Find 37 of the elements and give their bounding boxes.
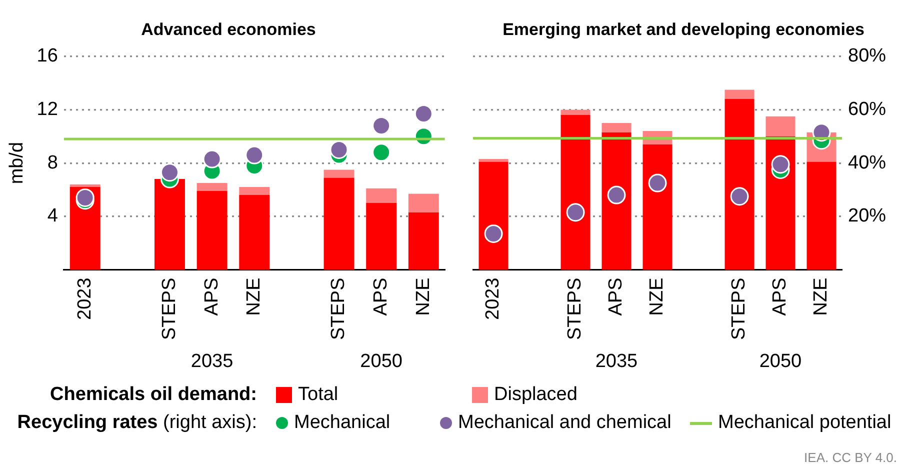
legend-label: Mechanical potential [718, 412, 892, 434]
chart-title: Emerging market and developing economies [502, 20, 864, 39]
x-tick-label: NZE [244, 278, 265, 316]
x-tick-label: 2023 [74, 278, 96, 320]
x-tick-label: APS [370, 278, 392, 316]
y-tick-label: 12 [36, 98, 58, 120]
x-tick-label: APS [201, 278, 222, 316]
y2-tick-label: 20% [848, 206, 886, 227]
x-tick-label: NZE [646, 278, 668, 316]
y-tick-label: 4 [47, 206, 58, 227]
x-tick-label: STEPS [328, 278, 350, 340]
x-tick-label: 2023 [482, 278, 504, 320]
y2-tick-label: 40% [848, 152, 886, 174]
x-tick-label: STEPS [158, 278, 180, 340]
x-tick-label: NZE [810, 278, 832, 316]
y2-tick-label: 80% [848, 46, 886, 67]
legend-label: Total [298, 384, 338, 406]
chart-title: Advanced economies [141, 20, 316, 39]
legend-label: Mechanical and chemical [458, 412, 672, 434]
x-tick-label: STEPS [728, 278, 750, 340]
y-tick-label: 8 [47, 152, 58, 174]
text: 2035 [595, 351, 638, 372]
y2-tick-label: 60% [848, 98, 886, 120]
legend-label: Displaced [494, 384, 578, 406]
legend-label: Mechanical [294, 412, 390, 434]
text: 2050 [360, 351, 402, 372]
x-tick-label: APS [606, 278, 627, 316]
text: 2035 [190, 351, 234, 372]
text: IEA. CC BY 4.0. [804, 450, 897, 465]
x-tick-label: APS [770, 278, 791, 316]
text: Recycling rates (right axis): [17, 412, 257, 434]
x-tick-label: NZE [412, 278, 434, 316]
y-axis-title: mb/d [6, 142, 28, 184]
text: 2050 [759, 351, 802, 372]
y-tick-label: 16 [36, 46, 58, 67]
x-tick-label: STEPS [564, 278, 586, 340]
text: Chemicals oil demand: [50, 384, 257, 405]
